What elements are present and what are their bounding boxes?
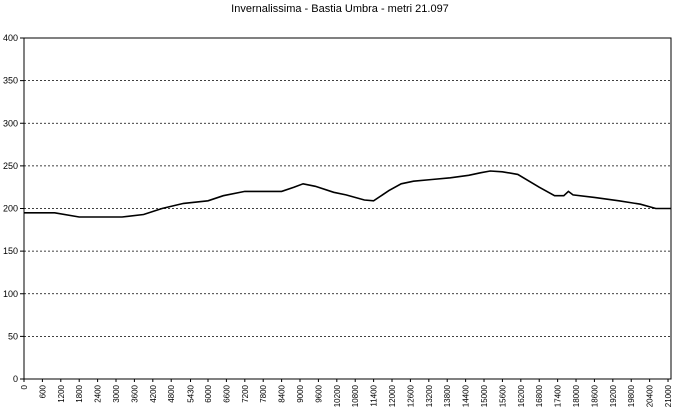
x-tick-label-13800: 13800 [443, 384, 452, 407]
y-tick-label-0: 0 [13, 374, 18, 384]
x-tick-label-12000: 12000 [388, 384, 397, 407]
x-tick-label-15600: 15600 [498, 384, 507, 407]
y-tick-label-50: 50 [8, 331, 18, 341]
x-tick-label-17400: 17400 [554, 384, 563, 407]
x-tick-label-4800: 4800 [167, 384, 176, 402]
x-tick-label-7800: 7800 [259, 384, 268, 402]
x-tick-label-10200: 10200 [333, 384, 342, 407]
x-tick-label-11400: 11400 [370, 384, 379, 406]
x-tick-label-13200: 13200 [425, 384, 434, 407]
x-tick-label-8400: 8400 [278, 384, 287, 402]
y-tick-label-300: 300 [3, 118, 18, 128]
series-line-0 [24, 170, 671, 218]
x-tick-label-0: 0 [20, 384, 29, 389]
x-tick-label-3000: 3000 [112, 384, 121, 402]
x-tick-label-7200: 7200 [241, 384, 250, 402]
x-tick-label-18600: 18600 [590, 384, 599, 407]
x-tick-label-6000: 6000 [204, 384, 213, 402]
x-tick-label-16800: 16800 [535, 384, 544, 407]
x-tick-label-9000: 9000 [296, 384, 305, 402]
x-tick-label-12600: 12600 [406, 384, 415, 407]
x-tick-label-6600: 6600 [222, 384, 231, 402]
x-tick-label-18000: 18000 [572, 384, 581, 407]
x-tick-label-3600: 3600 [130, 384, 139, 402]
y-tick-label-400: 400 [3, 33, 18, 43]
y-tick-label-250: 250 [3, 161, 18, 171]
x-tick-label-1800: 1800 [75, 384, 84, 402]
x-axis-ticks: 0 600 1200 1800 2400 3000 3600 4200 4800 5430 6000… [20, 379, 673, 407]
x-tick-label-2400: 2400 [94, 384, 103, 402]
y-tick-label-200: 200 [3, 204, 18, 214]
x-tick-label-10800: 10800 [351, 384, 360, 407]
x-tick-label-19800: 19800 [627, 384, 636, 407]
y-tick-label-350: 350 [3, 76, 18, 86]
x-tick-label-15000: 15000 [480, 384, 489, 407]
x-tick-label-5430: 5430 [187, 384, 196, 402]
y-axis-ticks: 0 50 100 150 200 250 300 350 400 [3, 33, 24, 384]
series-layer [24, 170, 671, 218]
chart-title: Invernalissima - Bastia Umbra - metri 21… [231, 3, 449, 15]
y-tick-label-100: 100 [3, 289, 18, 299]
gridlines [24, 80, 671, 337]
x-tick-label-600: 600 [38, 384, 47, 398]
x-tick-label-1200: 1200 [57, 384, 66, 402]
y-tick-label-150: 150 [3, 246, 18, 256]
x-tick-label-9600: 9600 [314, 384, 323, 402]
x-tick-label-4200: 4200 [149, 384, 158, 402]
x-tick-label-14400: 14400 [462, 384, 471, 407]
x-tick-label-16200: 16200 [517, 384, 526, 407]
x-tick-label-20400: 20400 [646, 384, 655, 407]
x-tick-label-21000: 21000 [664, 384, 673, 407]
x-tick-label-19200: 19200 [609, 384, 618, 407]
